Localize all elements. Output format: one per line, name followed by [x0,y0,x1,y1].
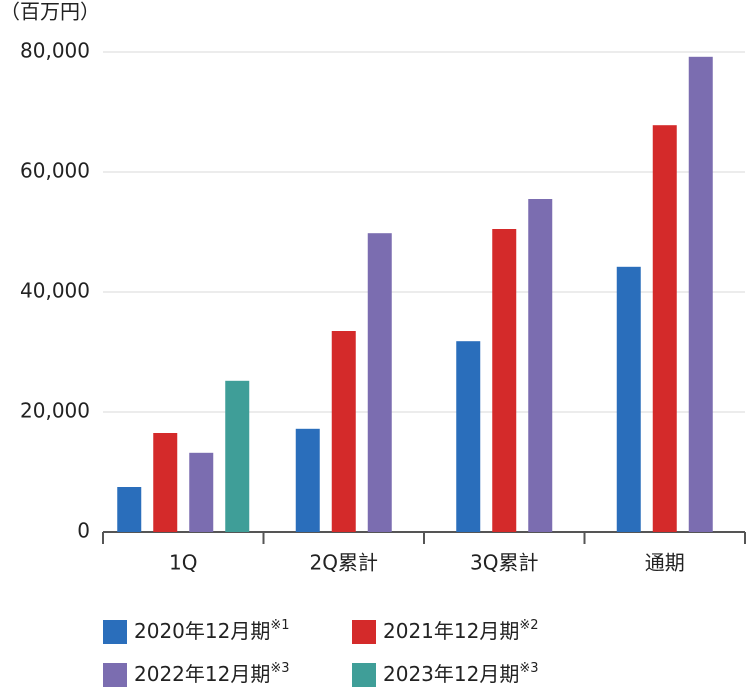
bar [295,428,320,532]
legend-label: 2023年12月期※3 [383,661,539,686]
y-tick-label: 80,000 [20,39,90,63]
legend-name: 2023年12月期 [383,662,519,686]
legend-note: ※3 [519,661,538,676]
x-tick-label: 通期 [645,551,685,575]
y-tick-label: 0 [77,519,90,543]
x-tick-label: 3Q累計 [470,551,538,575]
legend-note: ※1 [270,618,289,633]
legend-name: 2020年12月期 [134,619,270,643]
legend-swatch [352,663,376,687]
bar [331,331,356,532]
y-axis-unit: （百万円） [0,0,100,24]
legend-label: 2021年12月期※2 [383,618,539,643]
y-tick-label: 60,000 [20,159,90,183]
bar [492,229,517,532]
bar [189,452,214,532]
y-tick-label: 40,000 [20,279,90,303]
legend-label: 2022年12月期※3 [134,661,290,686]
x-tick-label: 2Q累計 [310,551,378,575]
legend-swatch [352,620,376,644]
legend-swatch [103,620,127,644]
bar [456,341,481,532]
bar [528,199,553,532]
legend-name: 2021年12月期 [383,619,519,643]
bar [652,125,677,532]
y-tick-label: 20,000 [20,399,90,423]
legend-name: 2022年12月期 [134,662,270,686]
legend-swatch [103,663,127,687]
bar [616,266,641,532]
bar [688,56,713,533]
legend-note: ※2 [519,618,538,633]
bar [153,433,178,532]
legend-note: ※3 [270,661,289,676]
x-tick-label: 1Q [169,551,197,575]
bar [225,380,250,532]
bar [117,487,142,532]
bar [367,233,392,532]
legend-label: 2020年12月期※1 [134,618,290,643]
